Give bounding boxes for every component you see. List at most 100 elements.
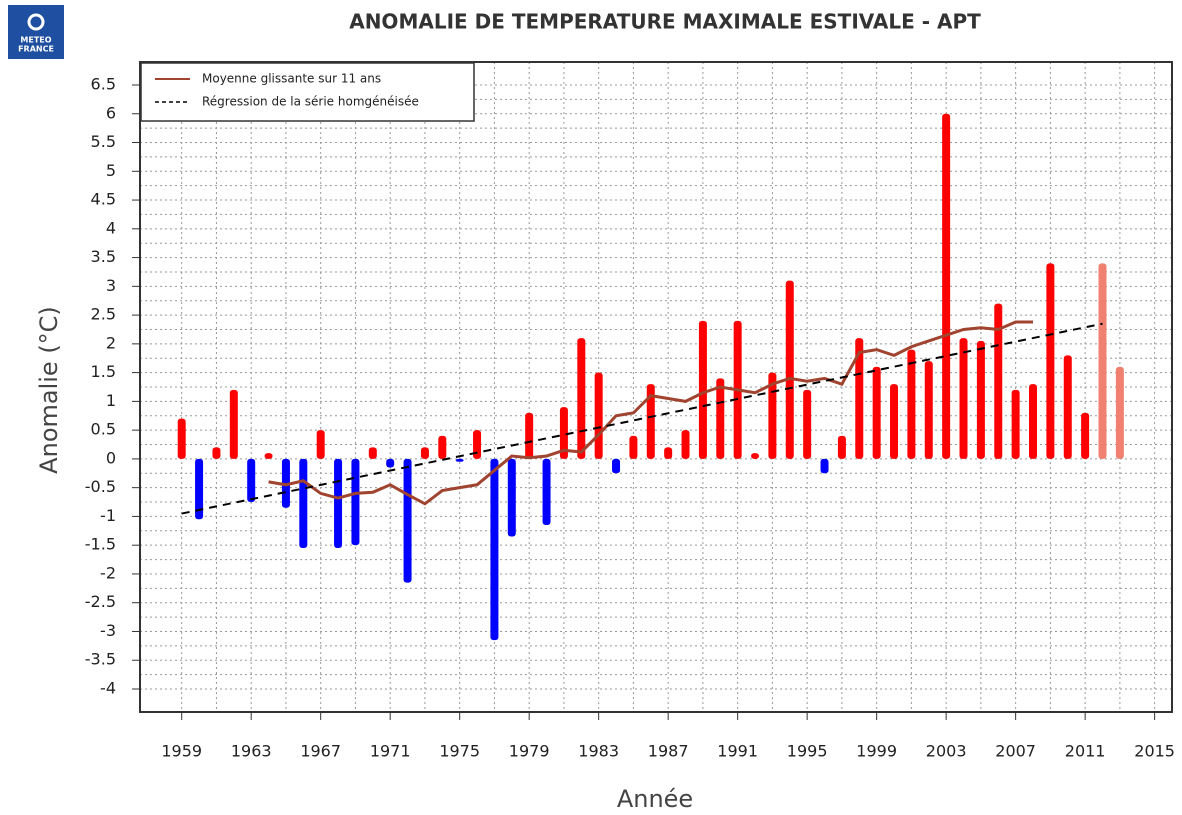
- series-line: [181, 322, 1103, 515]
- x-tick-label: 1991: [717, 742, 758, 761]
- bar: [525, 412, 534, 459]
- bar: [490, 458, 499, 641]
- y-tick-label: -1.5: [85, 535, 116, 554]
- y-axis-label: Anomalie (°C): [35, 306, 63, 474]
- x-tick-label: 1995: [787, 742, 828, 761]
- bar: [195, 458, 204, 520]
- y-tick-label: -3: [100, 621, 116, 640]
- y-tick-label: -3.5: [85, 650, 116, 669]
- bar: [177, 418, 186, 459]
- logo-text: METEO: [20, 36, 51, 45]
- x-tick-label: 1979: [509, 742, 550, 761]
- y-tick-label: -1: [100, 506, 116, 525]
- bar: [681, 430, 690, 459]
- bar: [1063, 355, 1072, 459]
- y-tick-label: 0.5: [91, 420, 116, 439]
- bar: [855, 338, 864, 459]
- y-tick-label: 4.5: [91, 190, 116, 209]
- y-tick-label: 6: [106, 103, 116, 122]
- bar: [907, 349, 916, 459]
- bar: [768, 372, 777, 459]
- bar: [559, 407, 568, 459]
- bar: [351, 458, 360, 546]
- bar: [1081, 412, 1090, 459]
- bar: [455, 458, 464, 462]
- bar: [438, 435, 447, 459]
- bar: [1046, 263, 1055, 459]
- y-tick-label: 5.5: [91, 132, 116, 151]
- bar: [803, 389, 812, 459]
- y-tick-label: -4: [100, 678, 116, 697]
- y-tick-label: 0: [106, 448, 116, 467]
- bar: [299, 458, 308, 549]
- bar: [1011, 389, 1020, 459]
- bar: [716, 378, 725, 459]
- x-tick-label: 1967: [300, 742, 341, 761]
- chart-title: ANOMALIE DE TEMPERATURE MAXIMALE ESTIVAL…: [349, 10, 981, 34]
- x-tick-label: 1983: [578, 742, 619, 761]
- x-tick-label: 1971: [370, 742, 411, 761]
- x-tick-label: 1963: [231, 742, 272, 761]
- bar: [924, 361, 933, 459]
- bar: [403, 458, 412, 583]
- y-tick-label: 2.5: [91, 305, 116, 324]
- bar: [1029, 384, 1038, 459]
- bar: [264, 453, 273, 459]
- bar: [976, 340, 985, 459]
- bar: [820, 458, 829, 474]
- bar: [229, 389, 238, 459]
- y-tick-label: -2.5: [85, 592, 116, 611]
- bar: [212, 447, 221, 459]
- bar: [959, 338, 968, 459]
- bar: [942, 113, 951, 459]
- bar: [1098, 263, 1107, 459]
- bar: [837, 435, 846, 459]
- x-tick-label: 2003: [926, 742, 967, 761]
- logo-text: FRANCE: [18, 45, 54, 54]
- bar: [890, 384, 899, 459]
- bar: [629, 435, 638, 459]
- x-tick-label: 2007: [995, 742, 1036, 761]
- x-tick-label: 1975: [439, 742, 480, 761]
- bar: [872, 366, 881, 459]
- x-axis-label: Année: [617, 785, 693, 813]
- bar: [698, 320, 707, 459]
- legend-box: [140, 62, 475, 122]
- x-tick-label: 1959: [161, 742, 202, 761]
- bar: [473, 430, 482, 459]
- bar: [247, 458, 256, 503]
- series-line: [268, 320, 1034, 506]
- bar: [664, 447, 673, 459]
- y-tick-label: 3.5: [91, 247, 116, 266]
- x-tick-label: 1987: [648, 742, 689, 761]
- bar: [316, 430, 325, 459]
- bar: [542, 458, 551, 526]
- y-tick-label: 1: [106, 391, 116, 410]
- legend-label: Régression de la série homgénéisée: [202, 95, 419, 109]
- y-tick-label: 3: [106, 276, 116, 295]
- logo-icon: [27, 13, 45, 31]
- bar: [646, 384, 655, 459]
- y-tick-label: 5: [106, 161, 116, 180]
- x-tick-label: 1999: [856, 742, 897, 761]
- bar: [785, 280, 794, 459]
- bar: [577, 338, 586, 459]
- bar: [507, 458, 516, 537]
- y-tick-label: 6.5: [91, 75, 116, 94]
- bar: [334, 458, 343, 549]
- bar: [1115, 366, 1124, 459]
- y-tick-label: -2: [100, 563, 116, 582]
- bar: [368, 447, 377, 459]
- bar: [420, 447, 429, 459]
- plot-frame: [139, 61, 1173, 713]
- bar: [751, 453, 760, 459]
- y-tick-label: 1.5: [91, 362, 116, 381]
- x-tick-label: 2015: [1134, 742, 1175, 761]
- y-tick-label: 4: [106, 218, 116, 237]
- y-tick-label: -0.5: [85, 477, 116, 496]
- bar: [594, 372, 603, 459]
- y-tick-label: 2: [106, 333, 116, 352]
- bar: [994, 303, 1003, 459]
- legend-label: Moyenne glissante sur 11 ans: [202, 72, 381, 86]
